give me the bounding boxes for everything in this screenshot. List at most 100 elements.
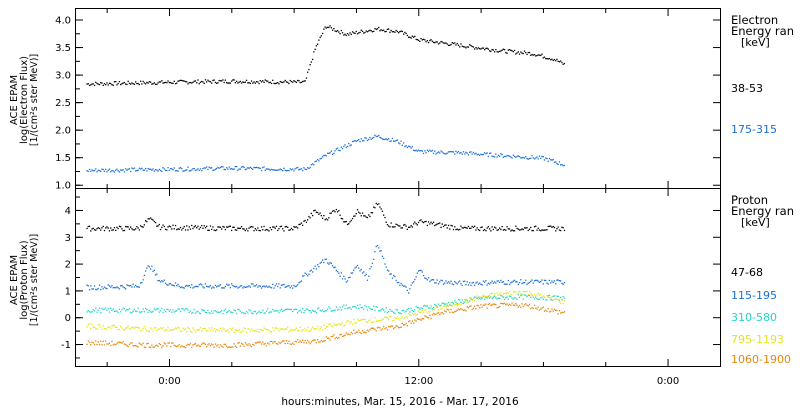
data-point <box>217 311 219 313</box>
data-point <box>374 328 376 331</box>
data-point <box>406 325 408 327</box>
data-point <box>283 230 285 232</box>
data-point <box>508 303 511 305</box>
data-point <box>368 30 370 32</box>
data-point <box>434 313 436 315</box>
data-point <box>537 54 539 56</box>
data-point <box>151 328 153 330</box>
data-point <box>525 227 527 229</box>
data-point <box>181 79 183 82</box>
data-point <box>233 343 235 345</box>
data-point <box>320 215 322 217</box>
data-point <box>403 285 405 287</box>
data-point <box>317 339 319 341</box>
data-point <box>533 226 536 228</box>
data-point <box>434 303 436 306</box>
data-point <box>485 296 487 299</box>
data-point <box>257 312 259 314</box>
data-point <box>558 280 561 282</box>
data-point <box>340 323 342 325</box>
data-point <box>556 162 558 165</box>
data-point <box>536 54 538 57</box>
data-point <box>528 290 531 293</box>
data-point <box>184 328 187 330</box>
data-point <box>426 224 428 227</box>
data-point <box>179 167 182 169</box>
data-point <box>310 212 312 215</box>
data-point <box>459 299 461 301</box>
data-point <box>98 284 101 286</box>
data-point <box>557 298 559 301</box>
data-point <box>115 287 117 289</box>
data-point <box>98 343 101 346</box>
data-point <box>213 229 215 231</box>
data-point <box>206 285 208 287</box>
data-point <box>507 155 509 157</box>
data-point <box>259 230 261 232</box>
data-point <box>526 53 528 56</box>
data-point <box>206 330 208 332</box>
data-point <box>275 169 278 171</box>
data-point <box>541 155 543 157</box>
data-point <box>161 280 163 282</box>
data-point <box>131 286 133 288</box>
data-point <box>422 38 425 40</box>
data-point <box>404 223 406 226</box>
data-point <box>369 307 371 310</box>
data-point <box>542 298 544 300</box>
data-point <box>551 280 553 282</box>
data-point <box>324 26 326 28</box>
data-point <box>344 334 346 336</box>
data-point <box>346 223 349 226</box>
data-point <box>135 81 137 83</box>
data-point <box>485 295 487 297</box>
data-point <box>500 294 502 297</box>
data-point <box>193 167 195 170</box>
data-point <box>282 284 284 286</box>
data-point <box>484 296 486 298</box>
data-point <box>368 320 370 322</box>
data-point <box>264 312 266 314</box>
data-point <box>213 169 215 171</box>
data-point <box>264 328 266 330</box>
data-point <box>163 168 165 170</box>
data-point <box>419 219 421 222</box>
data-point <box>193 308 195 311</box>
data-point <box>383 257 385 259</box>
data-point <box>394 316 396 319</box>
data-point <box>558 301 561 303</box>
data-point <box>88 341 91 343</box>
data-point <box>245 79 248 81</box>
data-point <box>461 153 463 155</box>
data-point <box>396 139 399 141</box>
data-point <box>211 228 213 230</box>
data-point <box>515 53 517 55</box>
data-point <box>432 279 435 281</box>
data-point <box>262 309 264 311</box>
data-point <box>432 41 435 44</box>
data-point <box>157 345 159 347</box>
data-point <box>464 280 466 282</box>
data-point <box>359 270 361 272</box>
data-point <box>552 299 554 301</box>
data-point <box>208 229 210 231</box>
data-point <box>292 310 294 313</box>
data-point <box>285 81 288 83</box>
data-point <box>447 151 450 153</box>
data-point <box>289 343 291 345</box>
data-point <box>401 30 403 33</box>
data-point <box>318 39 320 41</box>
data-point <box>386 269 389 271</box>
data-point <box>389 140 391 143</box>
data-point <box>523 157 526 159</box>
data-point <box>150 217 152 219</box>
data-point <box>126 309 128 311</box>
data-point <box>530 280 532 282</box>
data-point <box>383 29 385 31</box>
data-point <box>444 310 446 312</box>
data-point <box>456 152 458 154</box>
data-point <box>92 288 94 290</box>
data-point <box>324 327 326 330</box>
data-point <box>217 82 219 84</box>
data-point <box>464 226 466 228</box>
